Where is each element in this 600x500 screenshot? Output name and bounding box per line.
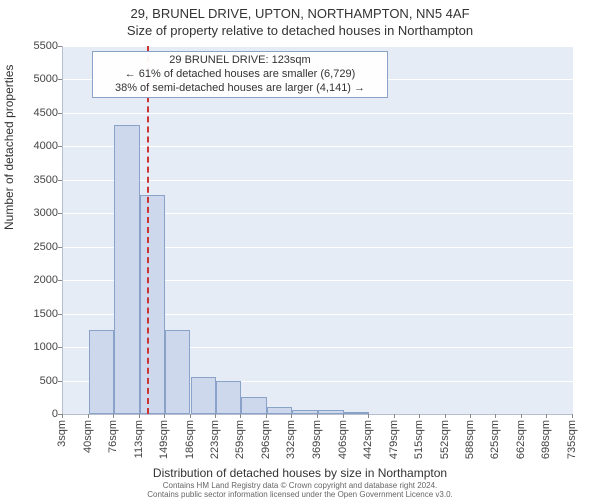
- x-tick-mark: [190, 414, 191, 418]
- x-tick-mark: [164, 414, 165, 418]
- x-tick-label: 625sqm: [489, 420, 501, 459]
- x-tick-label: 406sqm: [337, 420, 349, 459]
- x-tick-label: 149sqm: [158, 420, 170, 459]
- y-tick-mark: [58, 113, 62, 114]
- x-tick-label: 662sqm: [515, 420, 527, 459]
- y-tick-label: 0: [18, 408, 58, 420]
- x-tick-mark: [521, 414, 522, 418]
- y-tick-label: 2000: [18, 274, 58, 286]
- y-tick-mark: [58, 280, 62, 281]
- x-tick-label: 698sqm: [540, 420, 552, 459]
- x-axis-label: Distribution of detached houses by size …: [0, 466, 600, 480]
- histogram-bar: [191, 377, 217, 414]
- histogram-bar: [267, 407, 292, 414]
- histogram-bar: [241, 397, 267, 414]
- annotation-box: 29 BRUNEL DRIVE: 123sqm← 61% of detached…: [92, 51, 388, 98]
- y-tick-label: 5500: [18, 40, 58, 52]
- x-tick-mark: [419, 414, 420, 418]
- x-tick-mark: [215, 414, 216, 418]
- x-tick-label: 76sqm: [107, 420, 119, 453]
- y-tick-mark: [58, 314, 62, 315]
- y-tick-mark: [58, 180, 62, 181]
- histogram-bar: [344, 412, 369, 414]
- x-tick-mark: [495, 414, 496, 418]
- x-tick-mark: [445, 414, 446, 418]
- y-tick-mark: [58, 381, 62, 382]
- x-tick-label: 40sqm: [82, 420, 94, 453]
- histogram-bar: [89, 330, 114, 414]
- chart-title-line2: Size of property relative to detached ho…: [0, 21, 600, 38]
- x-tick-mark: [572, 414, 573, 418]
- gridline: [63, 113, 573, 114]
- y-tick-mark: [58, 247, 62, 248]
- x-tick-mark: [470, 414, 471, 418]
- x-tick-label: 296sqm: [260, 420, 272, 459]
- attribution-footer: Contains HM Land Registry data © Crown c…: [0, 482, 600, 499]
- x-tick-label: 3sqm: [56, 420, 68, 447]
- x-tick-label: 515sqm: [413, 420, 425, 459]
- x-tick-label: 113sqm: [133, 420, 145, 458]
- y-tick-label: 1500: [18, 308, 58, 320]
- x-tick-label: 186sqm: [184, 420, 196, 459]
- x-tick-mark: [139, 414, 140, 418]
- chart-container: 29, BRUNEL DRIVE, UPTON, NORTHAMPTON, NN…: [0, 0, 600, 500]
- x-tick-label: 332sqm: [285, 420, 297, 459]
- x-tick-label: 479sqm: [388, 420, 400, 459]
- y-tick-label: 500: [18, 375, 58, 387]
- attribution-line2: Contains public sector information licen…: [0, 491, 600, 499]
- x-tick-mark: [62, 414, 63, 418]
- plot-area: [62, 46, 573, 415]
- y-tick-label: 1000: [18, 341, 58, 353]
- y-tick-label: 3500: [18, 174, 58, 186]
- y-tick-mark: [58, 79, 62, 80]
- annotation-line: ← 61% of detached houses are smaller (6,…: [97, 68, 383, 82]
- x-tick-label: 369sqm: [311, 420, 323, 459]
- gridline: [63, 46, 573, 47]
- x-tick-mark: [368, 414, 369, 418]
- x-tick-label: 223sqm: [209, 420, 221, 459]
- x-tick-label: 735sqm: [566, 420, 578, 459]
- x-tick-mark: [546, 414, 547, 418]
- histogram-bar: [140, 195, 165, 414]
- chart-title-line1: 29, BRUNEL DRIVE, UPTON, NORTHAMPTON, NN…: [0, 0, 600, 21]
- x-tick-mark: [317, 414, 318, 418]
- x-tick-mark: [394, 414, 395, 418]
- x-tick-mark: [113, 414, 114, 418]
- y-axis-label: Number of detached properties: [2, 65, 16, 230]
- histogram-bar: [318, 410, 344, 414]
- histogram-bar: [114, 125, 140, 414]
- x-tick-label: 552sqm: [439, 420, 451, 459]
- x-tick-label: 259sqm: [234, 420, 246, 459]
- histogram-bar: [292, 410, 318, 414]
- y-tick-label: 3000: [18, 207, 58, 219]
- y-tick-mark: [58, 146, 62, 147]
- histogram-bar: [165, 330, 191, 414]
- y-tick-mark: [58, 46, 62, 47]
- y-tick-label: 4000: [18, 140, 58, 152]
- y-tick-label: 4500: [18, 107, 58, 119]
- histogram-bar: [216, 381, 241, 414]
- x-tick-mark: [343, 414, 344, 418]
- annotation-line: 38% of semi-detached houses are larger (…: [97, 82, 383, 96]
- x-tick-mark: [291, 414, 292, 418]
- x-tick-mark: [266, 414, 267, 418]
- reference-line: [147, 46, 149, 414]
- y-tick-mark: [58, 347, 62, 348]
- y-tick-label: 2500: [18, 241, 58, 253]
- x-tick-label: 442sqm: [362, 420, 374, 459]
- x-tick-mark: [240, 414, 241, 418]
- y-tick-mark: [58, 213, 62, 214]
- x-tick-mark: [88, 414, 89, 418]
- annotation-line: 29 BRUNEL DRIVE: 123sqm: [97, 54, 383, 68]
- y-tick-label: 5000: [18, 73, 58, 85]
- x-tick-label: 588sqm: [464, 420, 476, 459]
